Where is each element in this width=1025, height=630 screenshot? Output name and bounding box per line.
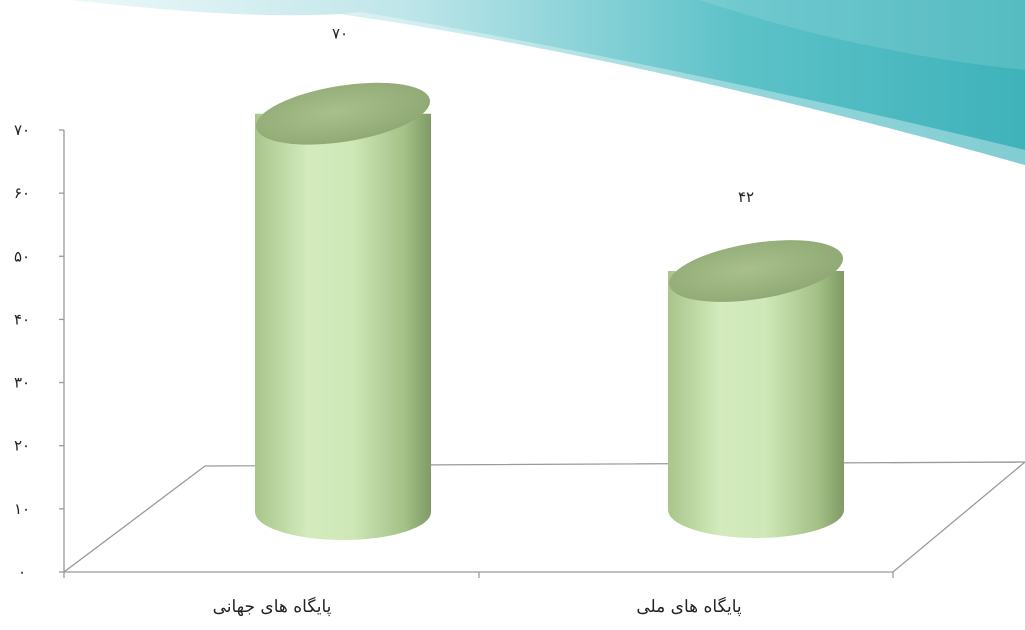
x-axis-ticks	[63, 572, 894, 578]
bar-body	[255, 113, 431, 540]
bar-body	[668, 271, 844, 538]
bar-top	[668, 240, 844, 302]
y-tick-label: ۱۰	[14, 500, 30, 518]
y-tick-label: ۵۰	[14, 247, 30, 265]
y-tick-label: ۲۰	[14, 437, 30, 455]
y-tick-label: ۰	[18, 563, 26, 581]
data-label: ۴۲	[738, 188, 754, 206]
y-tick-label: ۴۰	[14, 310, 30, 328]
bar-cylinder	[255, 82, 431, 540]
data-label: ۷۰	[332, 25, 348, 43]
background-banner	[70, 0, 1025, 165]
y-axis-ticks: ۰ ۱۰ ۲۰ ۳۰ ۴۰ ۵۰ ۶۰ ۷۰	[14, 121, 64, 581]
x-category-label: پایگاه های جهانی	[213, 596, 332, 617]
chart-floor	[62, 461, 1025, 573]
y-tick-label: ۷۰	[14, 121, 30, 139]
bar-top	[255, 82, 431, 145]
bars	[255, 82, 844, 540]
labels: ۷۰ ۴۲ پایگاه های جهانی پایگاه های ملی	[213, 25, 754, 617]
bar-cylinder	[668, 240, 844, 538]
x-category-label: پایگاه های ملی	[636, 596, 742, 617]
y-tick-label: ۳۰	[14, 374, 30, 392]
y-tick-label: ۶۰	[14, 184, 30, 202]
